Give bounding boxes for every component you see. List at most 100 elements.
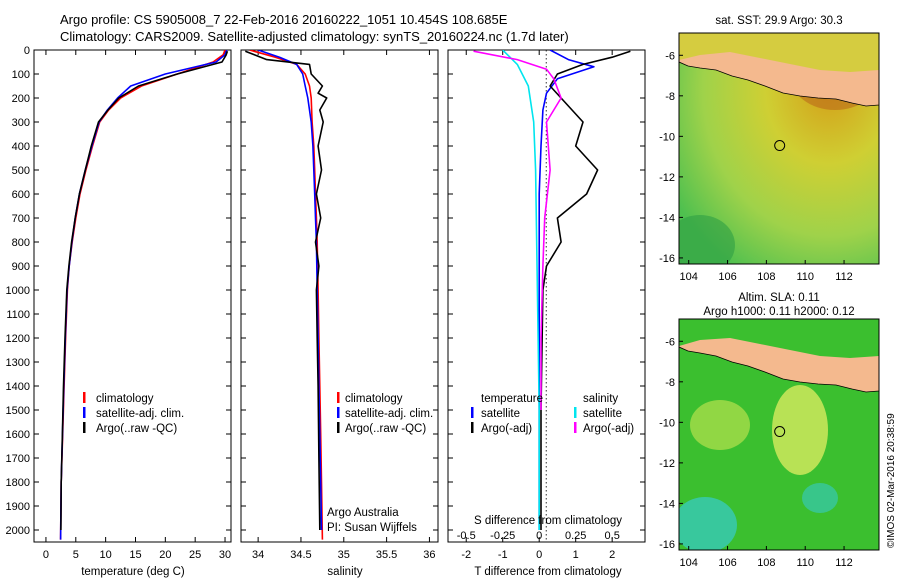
depth-tick-label: 1100 [6, 309, 30, 321]
depth-tick-label: 200 [12, 93, 30, 105]
credit-argo-australia: Argo Australia [327, 507, 399, 519]
depth-tick-label: 1600 [6, 429, 30, 441]
x-tick-label: 15 [129, 549, 141, 561]
difference-xlabel-top: S difference from climatology [474, 515, 622, 527]
legend-satellite: satellite-adj. clim. [96, 408, 184, 420]
lat-tick-label: -14 [659, 498, 675, 510]
lon-tick-label: 104 [680, 557, 698, 569]
x-tick-label: 5 [73, 549, 79, 561]
x-tick-label: 0 [43, 549, 49, 561]
top-tick-label: 0 [536, 530, 542, 542]
x-tick-label: 35.5 [376, 549, 397, 561]
legend-t-argo: Argo(-adj) [481, 423, 532, 435]
depth-tick-label: 1000 [6, 285, 30, 297]
depth-tick-label: 300 [12, 117, 30, 129]
depth-tick-label: 400 [12, 141, 30, 153]
lat-tick-label: -16 [659, 539, 675, 551]
legend-t-satellite: satellite [481, 408, 520, 420]
series-line-argo-raw-qc- [245, 50, 328, 531]
temperature-xlabel: temperature (deg C) [81, 566, 185, 578]
lat-tick-label: -14 [659, 212, 675, 224]
lon-tick-label: 112 [835, 271, 853, 283]
lat-tick-label: -8 [665, 377, 675, 389]
temperature-series [59, 50, 229, 540]
depth-tick-label: 700 [12, 213, 30, 225]
legend-swatch-satellite [337, 407, 340, 418]
difference-series [473, 50, 631, 530]
depth-tick-label: 0 [24, 45, 30, 57]
sla-map-axes: 104 106 108 110 112 -6 -8 -10 -12 -14 -16 [659, 336, 853, 569]
lon-tick-label: 110 [796, 271, 814, 283]
salinity-x-axis: 34 34.5 35 35.5 36 [241, 49, 438, 561]
depth-tick-label: 1800 [6, 477, 30, 489]
salinity-series [245, 50, 328, 540]
x-tick-label: -1 [498, 549, 508, 561]
legend-s-satellite: satellite [583, 408, 622, 420]
x-tick-label: 35 [338, 549, 350, 561]
series-line-temperature-argo-adj- [540, 50, 631, 530]
legend-swatch-argo [337, 422, 340, 433]
lat-tick-label: -16 [659, 253, 675, 265]
sla-low-patch [679, 497, 737, 550]
x-tick-label: 34 [252, 549, 264, 561]
depth-tick-label: 100 [12, 69, 30, 81]
depth-axis: 0 100 200 300 400 500 600 700 800 900 1000 1100 1200… [6, 45, 231, 537]
temperature-legend: climatology satellite-adj. clim. Argo(..… [83, 392, 184, 435]
legend-swatch-t-satellite [471, 407, 474, 418]
sla-low-patch-2 [802, 483, 838, 513]
x-tick-label: 25 [189, 549, 201, 561]
lat-tick-label: -6 [665, 50, 675, 62]
depth-tick-label: 600 [12, 189, 30, 201]
depth-tick-label: 1900 [6, 501, 30, 513]
salinity-panel: 34 34.5 35 35.5 36 salinity climatology sate… [240, 49, 439, 578]
lon-tick-label: 108 [757, 557, 775, 569]
x-tick-label: 10 [100, 549, 112, 561]
legend-climatology: climatology [96, 393, 154, 405]
legend-swatch-argo [83, 422, 86, 433]
series-line-salinity-satellite [502, 50, 541, 530]
credit-pi: PI: Susan Wijffels [327, 522, 417, 534]
series-line-climatology [249, 50, 324, 540]
sst-map: sat. SST: 29.9 Argo: 30.3 104 106 108 110 11… [659, 15, 880, 283]
depth-tick-label: 900 [12, 261, 30, 273]
legend-satellite: satellite-adj. clim. [345, 408, 433, 420]
depth-tick-label: 500 [12, 165, 30, 177]
depth-tick-label: 1400 [6, 381, 30, 393]
series-line-argo-raw-qc- [60, 50, 229, 531]
lon-tick-label: 106 [718, 557, 736, 569]
depth-tick-label: 1300 [6, 357, 30, 369]
salinity-diff-ticks: -0.5 -0.25 0 0.25 0.5 [457, 530, 620, 542]
legend-climatology: climatology [345, 393, 403, 405]
x-tick-label: 36 [423, 549, 435, 561]
depth-tick-label: 1500 [6, 405, 30, 417]
lat-tick-label: -10 [659, 417, 675, 429]
top-tick-label: 0.5 [605, 530, 620, 542]
depth-tick-label: 1200 [6, 333, 30, 345]
x-tick-label: 0 [536, 549, 542, 561]
top-tick-label: 0.25 [565, 530, 586, 542]
top-tick-label: -0.25 [490, 530, 515, 542]
sst-map-axes: 104 106 108 110 112 -6 -8 -10 -12 -14 -16 [659, 50, 853, 283]
series-line-satellite-adj-clim- [257, 50, 323, 531]
difference-legend: temperature salinity satellite Argo(-adj… [471, 393, 634, 435]
depth-tick-label: 1700 [6, 453, 30, 465]
depth-tick-label: 2000 [6, 525, 30, 537]
legend-swatch-climatology [337, 392, 340, 403]
sst-map-frame [678, 32, 880, 265]
temperature-axes-box [33, 49, 232, 543]
sla-map-frame [678, 318, 880, 551]
legend-header-temperature: temperature [481, 393, 543, 405]
depth-tick-label: 800 [12, 237, 30, 249]
sla-high-patch [772, 385, 828, 475]
lon-tick-label: 108 [757, 271, 775, 283]
salinity-axes-box [240, 49, 439, 543]
imos-credit: ©IMOS 02-Mar-2016 20:38:59 [886, 413, 897, 548]
difference-xlabel: T difference from climatology [474, 566, 621, 578]
legend-argo: Argo(..raw -QC) [345, 423, 426, 435]
legend-swatch-satellite [83, 407, 86, 418]
legend-swatch-climatology [83, 392, 86, 403]
salinity-legend: climatology satellite-adj. clim. Argo(..… [337, 392, 433, 435]
lon-tick-label: 106 [718, 271, 736, 283]
x-tick-label: 34.5 [290, 549, 311, 561]
